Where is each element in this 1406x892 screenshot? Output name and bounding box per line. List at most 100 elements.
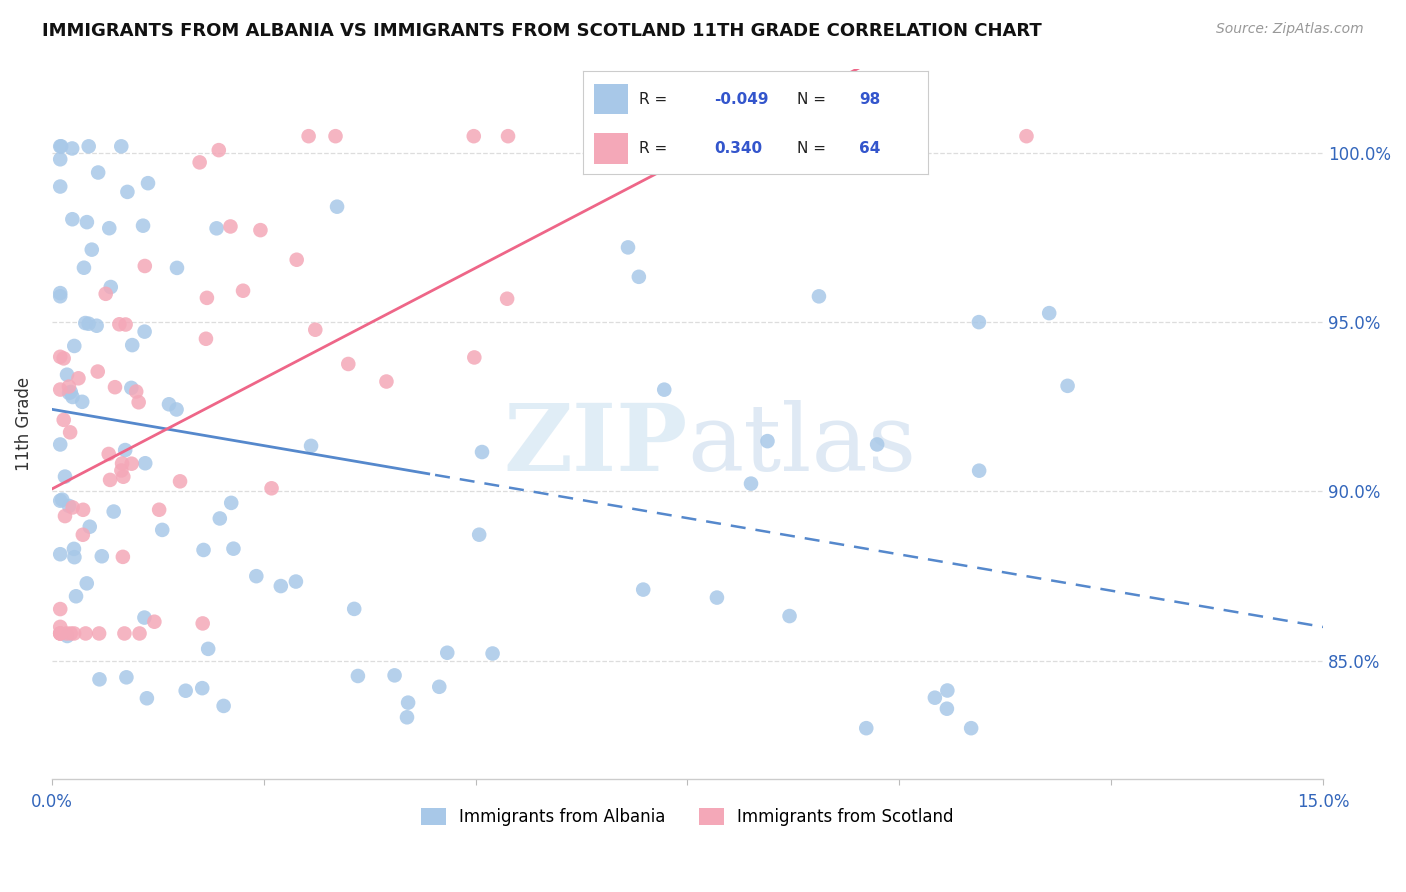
Point: [49, 179, 72, 194]
Point: [195, 291, 218, 305]
Point: [49, 626, 72, 640]
Point: [496, 292, 519, 306]
Point: [49, 626, 72, 640]
Point: [58, 499, 80, 513]
Point: [148, 502, 170, 516]
Point: [924, 690, 946, 705]
Text: ZIP: ZIP: [503, 400, 688, 490]
Point: [193, 543, 215, 558]
Point: [117, 185, 139, 199]
Point: [115, 670, 138, 684]
Point: [166, 402, 188, 417]
Text: 64: 64: [859, 141, 880, 156]
Point: [855, 721, 877, 735]
Point: [86, 318, 108, 333]
Point: [120, 381, 142, 395]
Point: [128, 626, 150, 640]
Point: [1038, 306, 1060, 320]
Point: [49, 286, 72, 301]
Text: atlas: atlas: [688, 400, 917, 490]
Point: [59, 384, 82, 399]
Point: [121, 338, 143, 352]
Point: [197, 641, 219, 656]
Point: [49, 547, 72, 561]
Point: [49, 289, 72, 303]
Text: -0.049: -0.049: [714, 92, 769, 106]
Point: [70, 394, 93, 409]
Point: [136, 176, 159, 190]
Point: [706, 591, 728, 605]
Point: [49, 626, 72, 640]
Point: [59, 425, 82, 440]
Point: [208, 143, 231, 157]
Point: [967, 315, 990, 329]
Legend: Immigrants from Albania, Immigrants from Scotland: Immigrants from Albania, Immigrants from…: [413, 800, 962, 835]
Point: [157, 397, 180, 411]
Point: [72, 503, 94, 517]
Point: [785, 129, 807, 144]
Point: [59, 626, 82, 640]
Bar: [593, 84, 628, 114]
Text: 0.340: 0.340: [714, 141, 762, 156]
Point: [103, 504, 125, 518]
Point: [436, 646, 458, 660]
Point: [73, 260, 96, 275]
Point: [49, 139, 72, 153]
Point: [77, 317, 100, 331]
Point: [75, 626, 97, 640]
Point: [114, 318, 136, 332]
Point: [471, 445, 494, 459]
Point: [169, 475, 191, 489]
Point: [49, 350, 72, 364]
Point: [325, 129, 347, 144]
Point: [150, 523, 173, 537]
Point: [395, 710, 418, 724]
Point: [63, 626, 86, 640]
Point: [935, 702, 957, 716]
Point: [51, 492, 73, 507]
Point: [111, 457, 134, 471]
Text: Source: ZipAtlas.com: Source: ZipAtlas.com: [1216, 22, 1364, 37]
Point: [617, 240, 640, 254]
Point: [52, 413, 75, 427]
Point: [481, 647, 503, 661]
Point: [56, 368, 79, 382]
Point: [89, 673, 111, 687]
Point: [134, 259, 156, 273]
Point: [188, 155, 211, 169]
Point: [396, 696, 419, 710]
Point: [134, 610, 156, 624]
Text: N =: N =: [797, 141, 831, 156]
Point: [212, 698, 235, 713]
Point: [104, 380, 127, 394]
Point: [98, 221, 121, 235]
Point: [80, 243, 103, 257]
Point: [112, 469, 135, 483]
Point: [52, 351, 75, 366]
Text: R =: R =: [638, 141, 676, 156]
Point: [125, 384, 148, 399]
Point: [98, 473, 121, 487]
Point: [77, 139, 100, 153]
Point: [1015, 129, 1038, 144]
Point: [87, 165, 110, 179]
Point: [191, 616, 214, 631]
Point: [87, 626, 110, 640]
Point: [90, 549, 112, 564]
Point: [134, 456, 156, 470]
Point: [960, 721, 983, 735]
Point: [121, 457, 143, 471]
Point: [343, 602, 366, 616]
Point: [463, 129, 485, 144]
Point: [128, 395, 150, 409]
Point: [191, 681, 214, 695]
Point: [108, 318, 131, 332]
Point: [866, 129, 889, 144]
Point: [756, 434, 779, 449]
Point: [111, 549, 134, 564]
Point: [76, 215, 98, 229]
Point: [63, 339, 86, 353]
Point: [219, 496, 242, 510]
Point: [298, 129, 321, 144]
Point: [742, 129, 765, 144]
